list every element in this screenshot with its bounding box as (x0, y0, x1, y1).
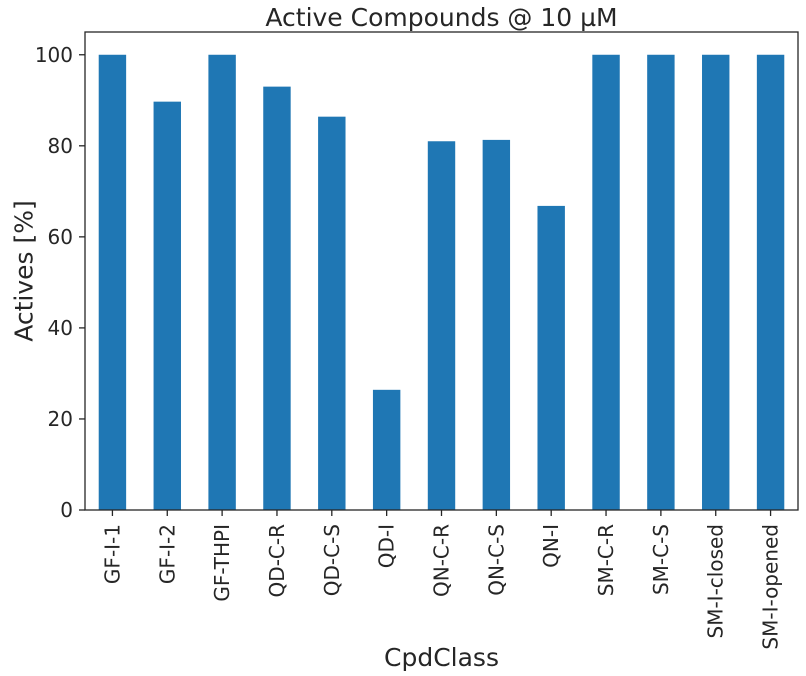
y-tick-label: 60 (48, 225, 73, 249)
x-tick-label: SM-I-closed (704, 524, 728, 639)
y-tick-label: 20 (48, 407, 73, 431)
bar-qd-i (372, 389, 401, 510)
x-tick-label: QD-C-S (320, 524, 344, 596)
bars-group (98, 54, 785, 511)
x-tick-label: QN-I (539, 524, 563, 568)
x-tick-label: QD-C-R (265, 524, 289, 598)
y-tick-label: 80 (48, 134, 73, 158)
x-tick-label: SM-C-S (649, 524, 673, 595)
x-tick-label: GF-I-1 (100, 524, 124, 584)
y-tick-label: 40 (48, 316, 73, 340)
bar-sm-c-s (647, 54, 675, 511)
x-axis: GF-I-1 GF-I-2 GF-THPI QD-C-R QD-C-S QD-I QN-C-… (100, 510, 783, 650)
x-axis-label: CpdClass (384, 643, 499, 672)
bar-sm-i-closed (702, 54, 730, 511)
bar-qd-c-r (263, 86, 291, 510)
x-tick-label: GF-I-2 (155, 524, 179, 584)
x-tick-label: SM-I-opened (759, 524, 783, 650)
bar-qn-c-s (482, 139, 511, 511)
x-tick-label: SM-C-R (594, 524, 618, 596)
x-tick-label: QD-I (375, 524, 399, 568)
bar-qn-c-r (427, 141, 456, 510)
bar-sm-c-r (592, 54, 620, 511)
bar-qn-i (537, 205, 565, 511)
chart-title: Active Compounds @ 10 µM (265, 3, 617, 32)
x-tick-label: QN-C-S (484, 524, 508, 596)
y-axis: 0 20 40 60 80 100 (35, 43, 85, 522)
y-tick-label: 100 (35, 43, 73, 67)
bar-gf-i-1 (98, 54, 127, 511)
y-axis-label: Actives [%] (10, 200, 39, 342)
bar-gf-i-2 (153, 101, 181, 510)
bar-sm-i-opened (756, 54, 785, 511)
bar-qd-c-s (318, 116, 346, 510)
plot-frame (84, 31, 799, 511)
x-tick-label: QN-C-R (430, 524, 454, 597)
x-tick-label: GF-THPI (210, 524, 234, 602)
y-tick-label: 0 (60, 498, 73, 522)
bar-gf-thpi (208, 54, 236, 511)
